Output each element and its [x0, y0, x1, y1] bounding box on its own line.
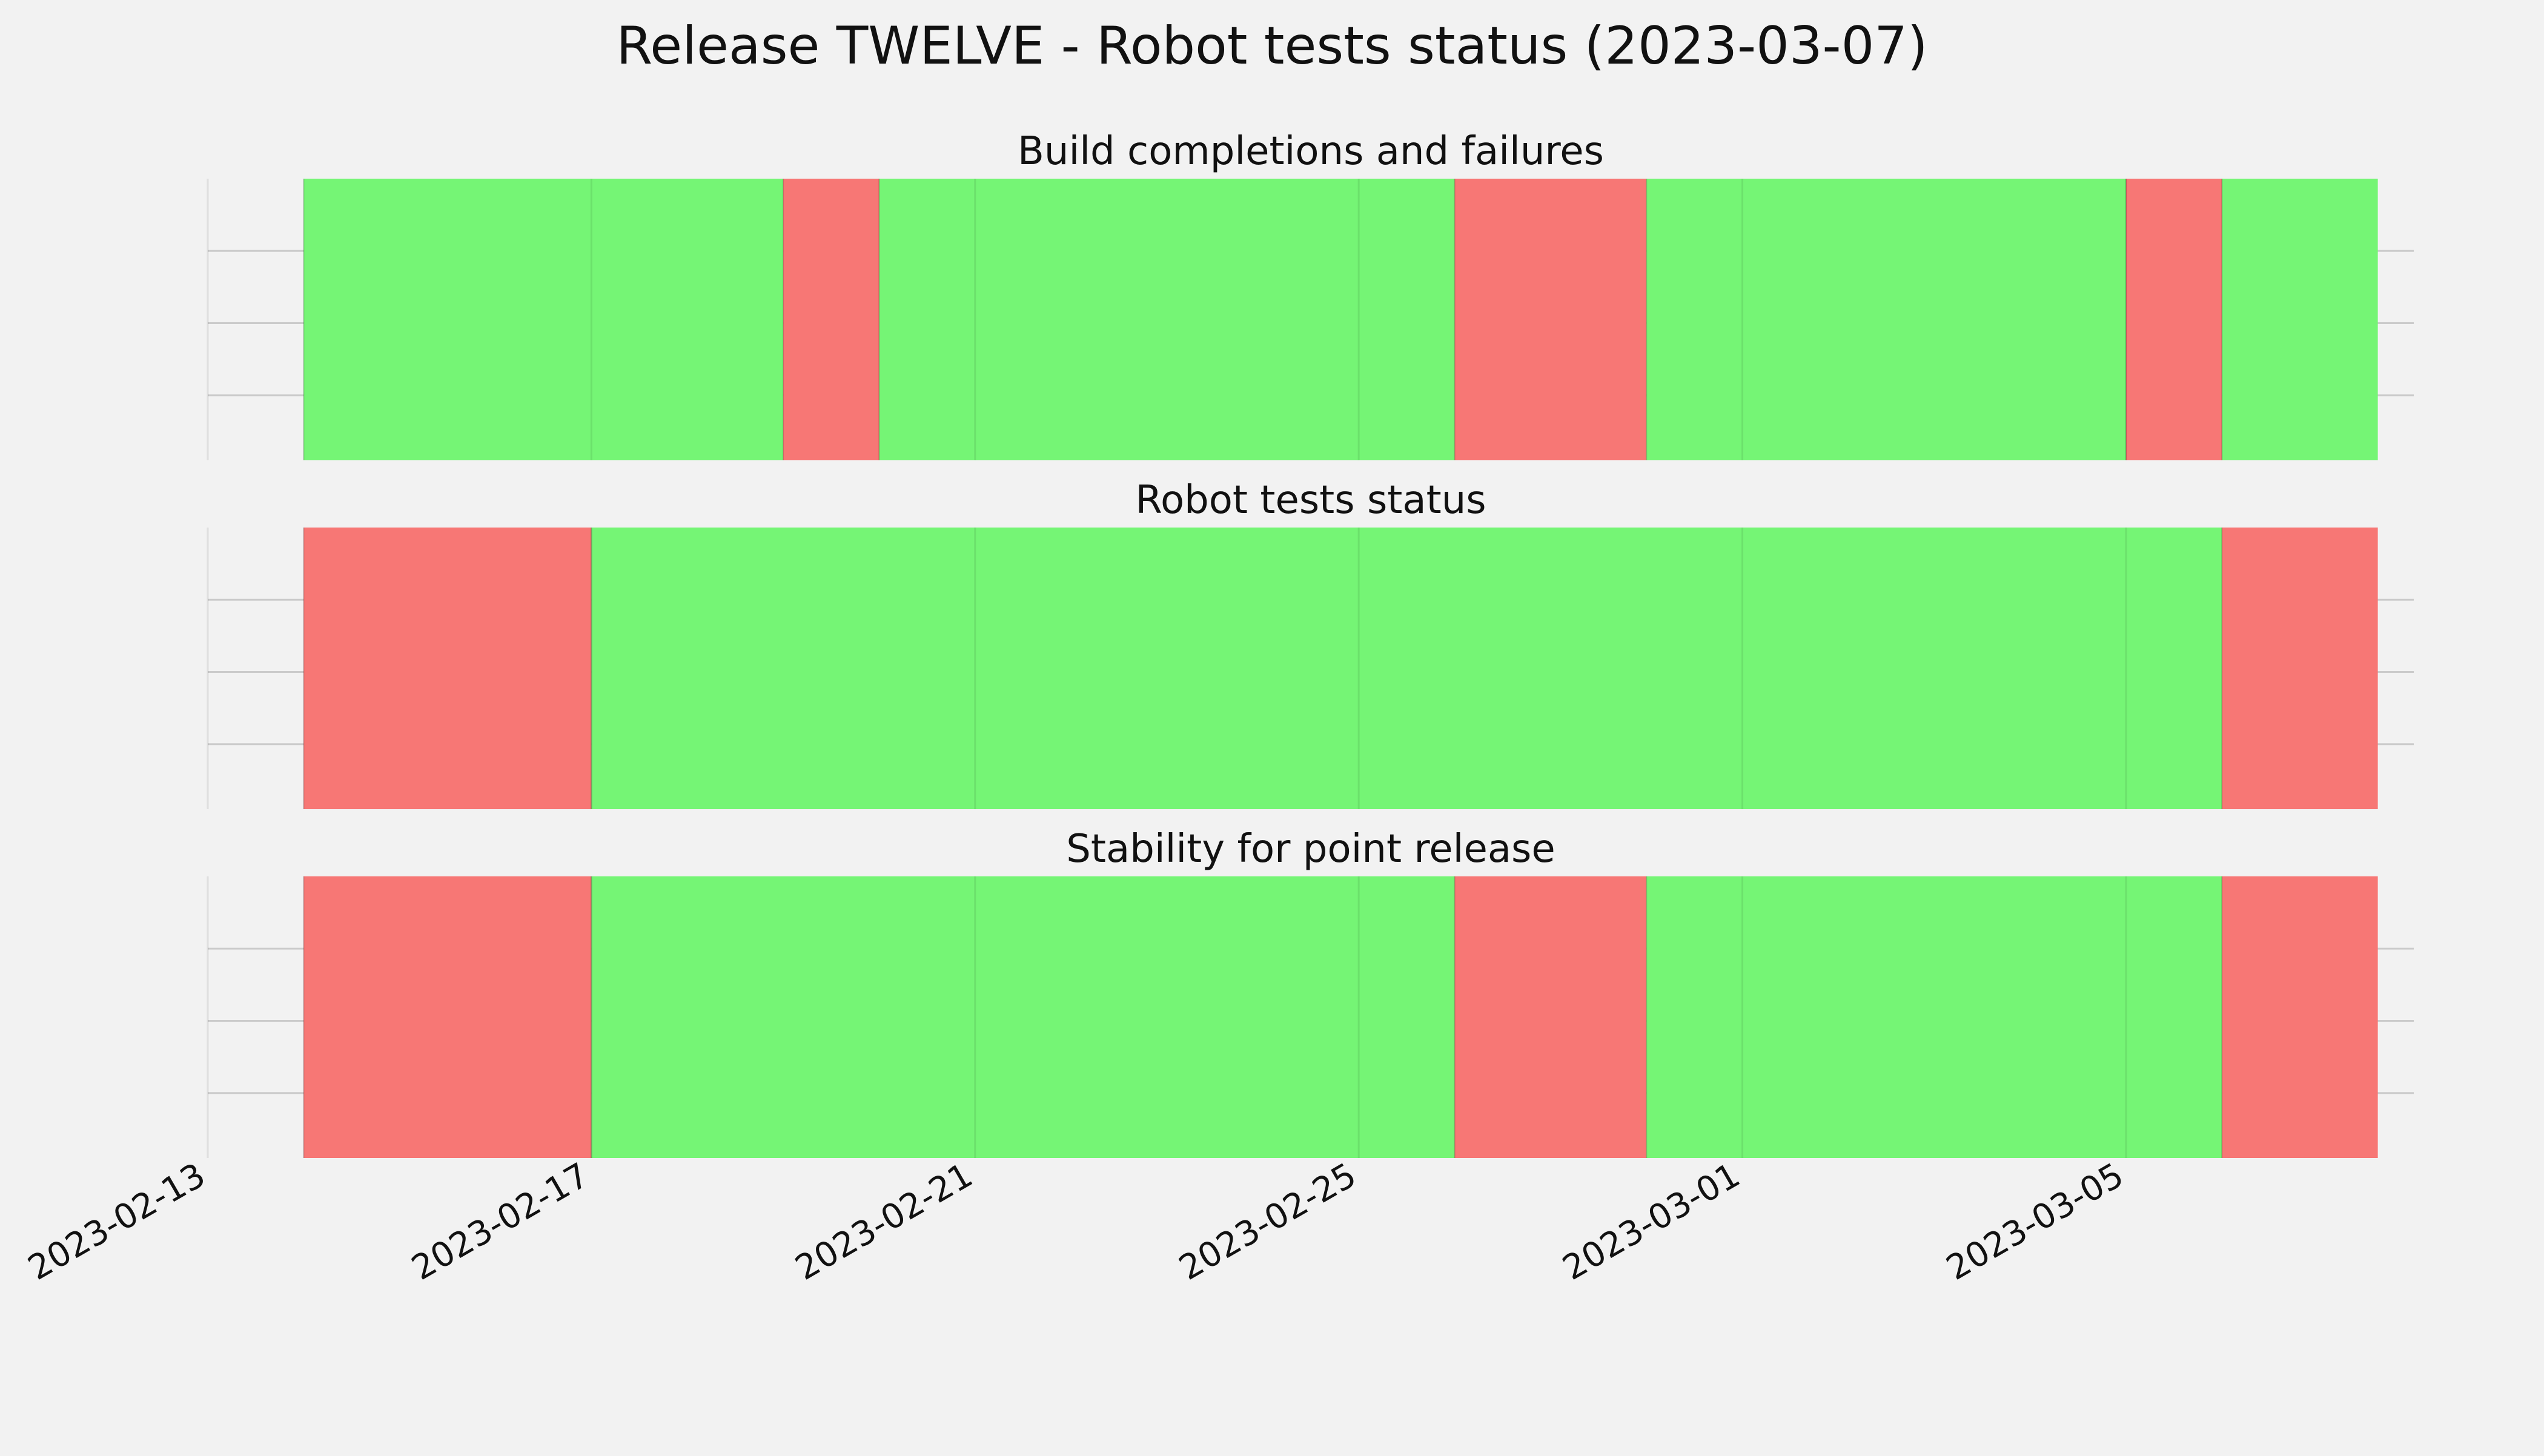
segment-pass	[591, 876, 1455, 1158]
segment-pass	[1646, 876, 2222, 1158]
panel-2: Robot tests status	[207, 478, 2414, 809]
panel-3: Stability for point release	[207, 827, 2414, 1158]
segment-fail	[303, 528, 592, 809]
segment-fail	[2222, 528, 2378, 809]
x-tick-label: 2023-03-05	[1940, 1156, 2130, 1288]
x-tick-label: 2023-02-25	[1173, 1156, 1363, 1288]
panel-1: Build completions and failures	[207, 129, 2414, 460]
segment-pass	[2222, 179, 2378, 460]
panel-title: Robot tests status	[1135, 478, 1486, 523]
segment-pass	[303, 179, 784, 460]
x-tick-label: 2023-02-13	[22, 1156, 212, 1288]
segment-fail	[2125, 179, 2222, 460]
segment-fail	[783, 179, 879, 460]
segment-pass	[591, 528, 2222, 809]
chart-title: Release TWELVE - Robot tests status (202…	[616, 16, 1927, 76]
segment-fail	[2222, 876, 2378, 1158]
segment-pass	[1646, 179, 2126, 460]
panel-title: Stability for point release	[1066, 827, 1555, 872]
x-tick-label: 2023-03-01	[1556, 1156, 1746, 1288]
segment-fail	[1454, 179, 1647, 460]
segment-fail	[303, 876, 592, 1158]
x-tick-label: 2023-02-21	[789, 1156, 979, 1288]
panel-title: Build completions and failures	[1018, 129, 1604, 174]
segment-pass	[879, 179, 1455, 460]
x-tick-label: 2023-02-17	[405, 1156, 595, 1288]
segment-fail	[1454, 876, 1647, 1158]
